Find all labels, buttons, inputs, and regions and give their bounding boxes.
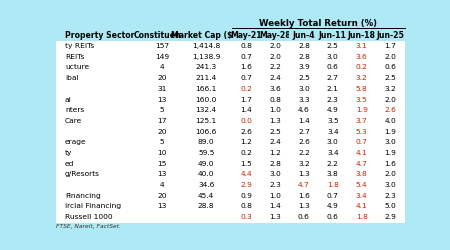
Text: Weekly Total Return (%): Weekly Total Return (%) [259,18,378,28]
Text: FTSE, Nareit, FactSet.: FTSE, Nareit, FactSet. [56,224,121,230]
